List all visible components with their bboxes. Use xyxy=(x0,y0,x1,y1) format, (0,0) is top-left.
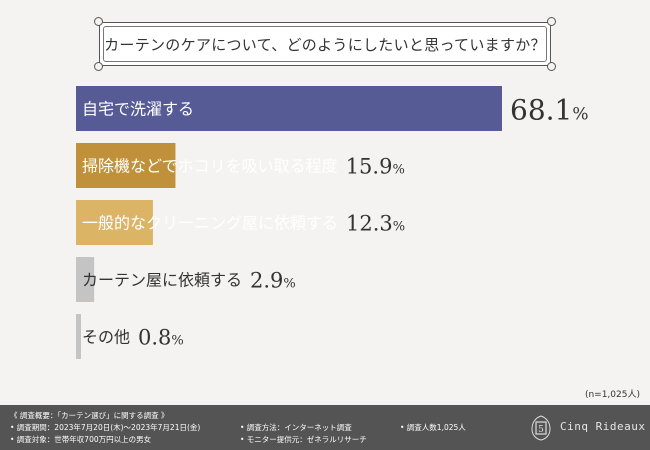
bar-1 xyxy=(76,86,502,131)
bar-4 xyxy=(76,257,95,302)
bar-value-label: 0.8% xyxy=(138,326,184,350)
bar-category-label: 掃除機などでホコリを吸い取る程度 xyxy=(82,157,338,176)
brand-emblem-icon: 5 xyxy=(531,415,551,441)
bar-category-label: 一般的なクリーニング屋に依頼する xyxy=(82,214,338,233)
bar-value-label: 15.9% xyxy=(346,155,405,179)
bar-value-label: 68.1% xyxy=(510,94,589,127)
bar-2 xyxy=(76,143,176,188)
chart-title-frame: カーテンのケアについて、どのようにしたいと思っていますか？ xyxy=(94,17,556,71)
footer: 《 調査概要：「カーテン選び」に関する調査 》 • 調査期間：2023年7月20… xyxy=(0,405,650,450)
respondents-count: • 調査人数1,025人 xyxy=(400,423,466,432)
bar-value-label: 2.9% xyxy=(250,269,296,293)
bar-chart: 自宅で洗濯する 68.1% 掃除機などでホコリを吸い取る程度 15.9% 一般的なクリー… xyxy=(76,86,589,359)
bar-category-label: 自宅で洗濯する xyxy=(82,100,194,119)
survey-method: • 調査方法：インターネット調査 xyxy=(240,423,352,432)
sample-size-note: (n=1,025人) xyxy=(584,390,640,400)
chart-title: カーテンのケアについて、どのようにしたいと思っていますか？ xyxy=(104,35,546,54)
bar-category-label: その他 xyxy=(82,328,130,347)
bar-value-label: 12.3% xyxy=(346,212,405,236)
bar-5 xyxy=(76,314,82,359)
survey-summary: 《 調査概要：「カーテン選び」に関する調査 》 xyxy=(10,411,169,420)
bar-category-label: カーテン屋に依頼する xyxy=(82,271,242,290)
monitor-provider: • モニター提供元：ゼネラルリサーチ xyxy=(240,435,367,444)
survey-period: • 調査期間：2023年7月20日(木)～2023年7月21日(金) xyxy=(10,423,201,432)
brand-name: Cinq Rideaux xyxy=(560,420,646,433)
survey-target: • 調査対象：世帯年収700万円以上の男女 xyxy=(10,435,152,444)
bar-3 xyxy=(76,200,153,245)
svg-text:5: 5 xyxy=(538,425,544,435)
